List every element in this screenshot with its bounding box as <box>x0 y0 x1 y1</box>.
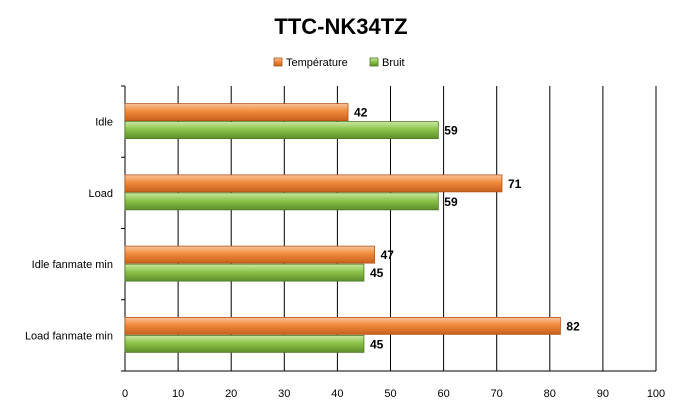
x-tick-label-90: 90 <box>597 388 609 400</box>
category-label-1: Load <box>89 188 113 200</box>
chart-title: TTC-NK34TZ <box>274 14 407 39</box>
category-label-3: Load fanmate min <box>25 330 113 342</box>
legend-label-1: Bruit <box>382 57 405 69</box>
x-tick-label-40: 40 <box>331 388 343 400</box>
bar-bruit-2 <box>124 263 365 282</box>
legend-swatch-1 <box>369 57 379 67</box>
x-tick-label-30: 30 <box>278 388 290 400</box>
data-label-0-2: 47 <box>381 248 395 262</box>
bar-bruit-3 <box>124 334 365 353</box>
data-label-0-3: 82 <box>566 319 580 333</box>
category-label-0: Idle <box>95 117 113 129</box>
x-tick-label-70: 70 <box>491 388 503 400</box>
x-tick-label-100: 100 <box>647 388 665 400</box>
legend-swatch-0 <box>273 57 283 67</box>
bar-température-0 <box>124 103 349 122</box>
data-label-1-1: 59 <box>444 195 458 209</box>
x-tick-label-0: 0 <box>122 388 128 400</box>
data-label-1-0: 59 <box>444 124 458 138</box>
bar-température-1 <box>124 174 503 193</box>
bar-bruit-1 <box>124 192 439 211</box>
x-tick-label-10: 10 <box>172 388 184 400</box>
bar-température-2 <box>124 245 375 264</box>
legend: Température Bruit <box>273 57 405 69</box>
x-tick-label-20: 20 <box>225 388 237 400</box>
data-label-1-3: 45 <box>370 337 384 351</box>
category-label-2: Idle fanmate min <box>32 259 113 271</box>
data-label-0-0: 42 <box>354 106 368 120</box>
bars <box>124 103 561 353</box>
x-tick-label-50: 50 <box>384 388 396 400</box>
x-tick-label-60: 60 <box>437 388 449 400</box>
x-tick-label-80: 80 <box>544 388 556 400</box>
bar-bruit-0 <box>124 121 439 140</box>
bar-température-3 <box>124 316 561 335</box>
data-label-1-2: 45 <box>370 266 384 280</box>
data-label-0-1: 71 <box>508 177 522 191</box>
labels: 0 10 20 30 40 50 60 70 80 90 100 42 59 Idle 71 59 Load 47… <box>25 106 665 400</box>
legend-label-0: Température <box>286 57 348 69</box>
